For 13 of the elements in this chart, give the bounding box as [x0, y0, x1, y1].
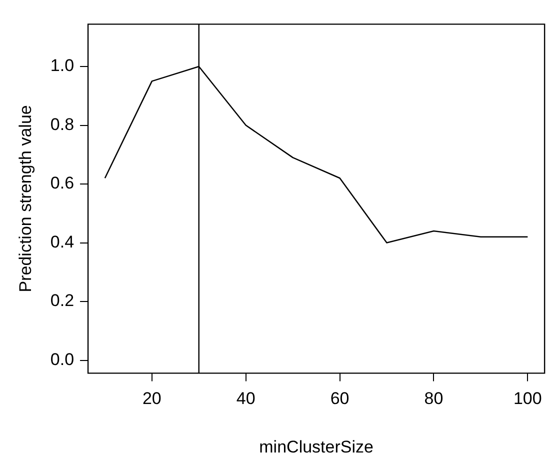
x-tick-label: 60	[330, 389, 350, 408]
y-tick-label: 0.6	[50, 174, 74, 193]
x-tick-label: 20	[142, 389, 162, 408]
x-tick-label: 40	[236, 389, 256, 408]
y-tick-label: 0.0	[50, 350, 74, 369]
x-tick-label: 100	[513, 389, 542, 408]
y-axis-title: Prediction strength value	[16, 105, 35, 292]
y-tick-label: 0.4	[50, 232, 74, 252]
y-tick-label: 0.8	[50, 114, 74, 134]
x-axis-title: minClusterSize	[259, 437, 374, 456]
y-tick-label: 1.0	[50, 56, 74, 76]
x-tick-label: 80	[424, 389, 444, 408]
y-tick-label: 0.2	[50, 291, 74, 310]
